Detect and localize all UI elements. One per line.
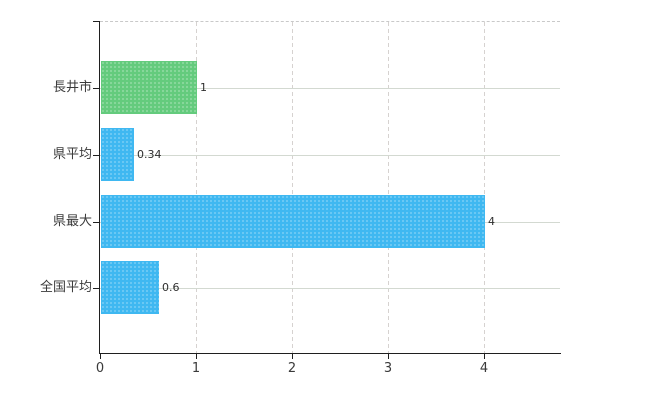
- x-axis-tick: [100, 354, 101, 359]
- category-label: 全国平均: [39, 280, 92, 295]
- x-axis-tick: [484, 354, 485, 359]
- y-axis-tick: [93, 155, 99, 156]
- category-label: 長井市: [52, 80, 92, 95]
- vertical-gridline: [388, 22, 389, 353]
- x-axis-tick-label: 4: [479, 361, 489, 376]
- category-label: 県平均: [52, 147, 92, 162]
- bar-value-label: 0.6: [162, 281, 180, 294]
- x-axis-tick-label: 2: [287, 361, 297, 376]
- bar[interactable]: [101, 128, 134, 181]
- vertical-gridline: [292, 22, 293, 353]
- plot-top-border: [100, 21, 560, 22]
- bar-value-label: 0.34: [137, 148, 162, 161]
- bar-value-label: 4: [488, 215, 495, 228]
- y-axis-tick: [93, 288, 99, 289]
- category-label: 県最大: [52, 214, 92, 229]
- horizontal-gridline: [100, 88, 560, 89]
- x-axis-tick-label: 3: [383, 361, 393, 376]
- y-axis-tick: [93, 88, 99, 89]
- x-axis-line: [99, 353, 561, 354]
- x-axis-tick-label: 0: [95, 361, 105, 376]
- y-axis-tick: [93, 222, 99, 223]
- y-axis-end-tick: [93, 21, 99, 22]
- horizontal-gridline: [100, 288, 560, 289]
- x-axis-tick: [388, 354, 389, 359]
- x-axis-tick-label: 1: [191, 361, 201, 376]
- bar-value-label: 1: [200, 81, 207, 94]
- bar[interactable]: [101, 61, 197, 114]
- bar[interactable]: [101, 195, 485, 248]
- y-axis-line: [99, 21, 100, 353]
- horizontal-gridline: [100, 155, 560, 156]
- vertical-gridline: [196, 22, 197, 353]
- x-axis-tick: [292, 354, 293, 359]
- x-axis-tick: [196, 354, 197, 359]
- vertical-gridline: [484, 22, 485, 353]
- bar[interactable]: [101, 261, 159, 314]
